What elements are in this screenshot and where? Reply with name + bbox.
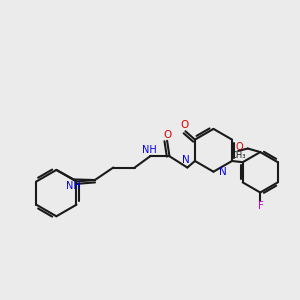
- Text: O: O: [163, 130, 171, 140]
- Text: NH: NH: [142, 145, 156, 155]
- Text: F: F: [259, 201, 264, 211]
- Text: O: O: [181, 120, 189, 130]
- Text: N: N: [182, 155, 190, 165]
- Text: NH: NH: [66, 181, 80, 191]
- Text: O: O: [236, 142, 244, 152]
- Text: N: N: [219, 167, 226, 177]
- Text: CH₃: CH₃: [230, 152, 246, 160]
- Text: methoxy: methoxy: [232, 150, 238, 152]
